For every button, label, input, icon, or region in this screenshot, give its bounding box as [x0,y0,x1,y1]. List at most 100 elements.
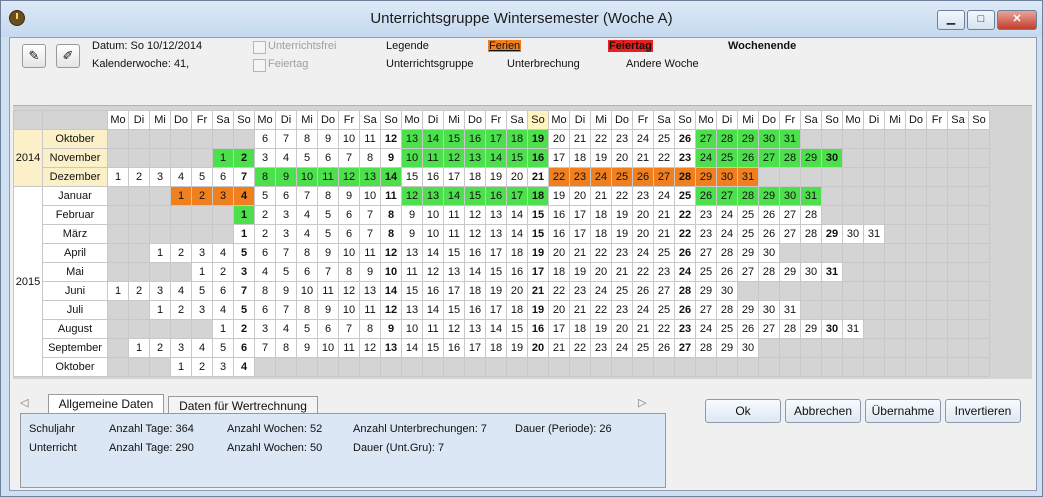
day-cell[interactable]: 27 [758,148,780,168]
day-cell[interactable]: 28 [800,205,822,225]
day-cell[interactable]: 13 [359,281,381,301]
day-cell[interactable]: 20 [506,167,528,187]
day-cell[interactable]: 14 [485,148,507,168]
day-cell[interactable]: 20 [548,243,570,263]
day-cell[interactable]: 4 [212,300,234,320]
day-cell[interactable]: 20 [611,319,633,339]
day-cell[interactable]: 3 [254,319,276,339]
day-cell[interactable]: 27 [695,129,717,149]
day-cell[interactable]: 15 [443,243,465,263]
day-cell[interactable]: 12 [359,338,381,358]
day-cell[interactable]: 14 [485,319,507,339]
day-cell[interactable]: 15 [527,224,549,244]
day-cell[interactable]: 1 [170,357,192,377]
day-cell[interactable]: 23 [653,262,675,282]
day-cell[interactable]: 7 [233,167,255,187]
day-cell[interactable]: 18 [590,205,612,225]
day-cell[interactable]: 25 [611,281,633,301]
day-cell[interactable]: 24 [632,243,654,263]
day-cell[interactable]: 9 [317,129,339,149]
day-cell[interactable]: 14 [380,281,402,301]
day-cell[interactable]: 15 [422,338,444,358]
day-cell[interactable]: 29 [737,129,759,149]
day-cell[interactable]: 23 [632,186,654,206]
day-cell[interactable]: 3 [212,357,234,377]
day-cell[interactable]: 16 [548,205,570,225]
day-cell[interactable]: 20 [632,224,654,244]
day-cell[interactable]: 13 [401,243,423,263]
day-cell[interactable]: 29 [695,281,717,301]
day-cell[interactable]: 5 [233,300,255,320]
day-cell[interactable]: 4 [233,186,255,206]
day-cell[interactable]: 11 [380,186,402,206]
day-cell[interactable]: 12 [464,205,486,225]
day-cell[interactable]: 27 [737,262,759,282]
day-cell[interactable]: 23 [569,167,591,187]
day-cell[interactable]: 1 [212,148,234,168]
day-cell[interactable]: 24 [716,205,738,225]
day-cell[interactable]: 12 [338,281,360,301]
day-cell[interactable]: 31 [737,167,759,187]
day-cell[interactable]: 7 [338,319,360,339]
day-cell[interactable]: 22 [632,262,654,282]
day-cell[interactable]: 3 [275,205,297,225]
tab-scroll-left-icon[interactable]: ◁ [20,397,29,409]
day-cell[interactable]: 28 [716,129,738,149]
day-cell[interactable]: 28 [674,167,696,187]
day-cell[interactable]: 22 [569,338,591,358]
day-cell[interactable]: 8 [296,300,318,320]
month-label[interactable]: Oktober [42,357,108,377]
day-cell[interactable]: 29 [737,243,759,263]
day-cell[interactable]: 15 [401,281,423,301]
day-cell[interactable]: 18 [569,319,591,339]
day-cell[interactable]: 5 [212,338,234,358]
day-cell[interactable]: 28 [779,319,801,339]
day-cell[interactable]: 4 [170,167,192,187]
day-cell[interactable]: 5 [296,319,318,339]
day-cell[interactable]: 13 [464,148,486,168]
day-cell[interactable]: 13 [380,338,402,358]
day-cell[interactable]: 9 [359,262,381,282]
day-cell[interactable]: 10 [422,205,444,225]
day-cell[interactable]: 12 [401,186,423,206]
day-cell[interactable]: 4 [254,262,276,282]
day-cell[interactable]: 9 [380,319,402,339]
day-cell[interactable]: 5 [191,167,213,187]
month-label[interactable]: Mai [42,262,108,282]
day-cell[interactable]: 24 [590,281,612,301]
day-cell[interactable]: 27 [779,205,801,225]
day-cell[interactable]: 28 [716,300,738,320]
day-cell[interactable]: 24 [716,224,738,244]
day-cell[interactable]: 1 [149,243,171,263]
day-cell[interactable]: 19 [569,262,591,282]
day-cell[interactable]: 26 [674,300,696,320]
day-cell[interactable]: 9 [275,167,297,187]
day-cell[interactable]: 16 [422,167,444,187]
day-cell[interactable]: 11 [338,338,360,358]
close-button[interactable]: ✕ [997,10,1037,30]
month-label[interactable]: Juli [42,300,108,320]
day-cell[interactable]: 7 [359,205,381,225]
day-cell[interactable]: 9 [296,338,318,358]
day-cell[interactable]: 5 [275,262,297,282]
day-cell[interactable]: 11 [359,243,381,263]
day-cell[interactable]: 23 [674,319,696,339]
day-cell[interactable]: 13 [485,205,507,225]
day-cell[interactable]: 19 [485,167,507,187]
day-cell[interactable]: 21 [590,186,612,206]
day-cell[interactable]: 21 [569,129,591,149]
day-cell[interactable]: 25 [716,319,738,339]
month-label[interactable]: Dezember [42,167,108,187]
day-cell[interactable]: 14 [401,338,423,358]
day-cell[interactable]: 5 [296,148,318,168]
day-cell[interactable]: 17 [485,300,507,320]
day-cell[interactable]: 6 [254,243,276,263]
day-cell[interactable]: 29 [821,224,843,244]
day-cell[interactable]: 11 [443,224,465,244]
day-cell[interactable]: 14 [422,243,444,263]
day-cell[interactable]: 2 [233,319,255,339]
day-cell[interactable]: 18 [527,186,549,206]
day-cell[interactable]: 28 [716,243,738,263]
month-label[interactable]: Oktober [42,129,108,149]
day-cell[interactable]: 12 [380,129,402,149]
